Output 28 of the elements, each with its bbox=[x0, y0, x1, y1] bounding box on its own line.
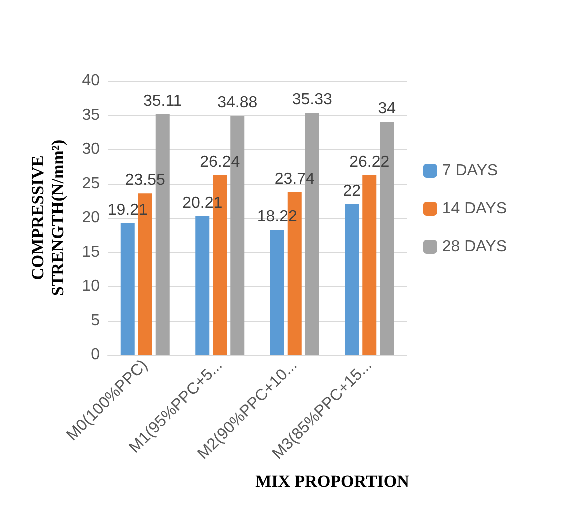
bar bbox=[120, 223, 135, 355]
bar bbox=[196, 216, 210, 355]
data-label: 26.22 bbox=[350, 154, 390, 171]
y-tick-label: 25 bbox=[82, 175, 100, 192]
data-label: 34.88 bbox=[218, 94, 258, 112]
x-axis-title: MIX PROPORTION bbox=[256, 472, 410, 491]
data-label: 23.74 bbox=[274, 170, 315, 188]
legend-label: 7 DAYS bbox=[442, 162, 498, 180]
y-tick-label: 5 bbox=[91, 312, 100, 330]
data-label: 22 bbox=[343, 182, 362, 200]
y-axis-title: COMPRESSIVE STRENGTH(N/mm²) bbox=[28, 140, 68, 296]
y-tick-label: 30 bbox=[82, 141, 100, 158]
data-label: 35.11 bbox=[143, 92, 182, 110]
bar bbox=[362, 175, 377, 355]
bar bbox=[270, 230, 284, 355]
y-tick-label: 15 bbox=[82, 244, 100, 261]
data-label: 23.55 bbox=[125, 172, 166, 190]
data-label: 35.33 bbox=[292, 91, 332, 108]
y-tick-label: 0 bbox=[91, 346, 100, 364]
y-tick-label: 20 bbox=[82, 210, 100, 226]
y-tick-label: 35 bbox=[82, 106, 100, 124]
data-label: 34 bbox=[378, 100, 396, 118]
y-tick-label: 40 bbox=[82, 72, 100, 90]
y-tick-label: 10 bbox=[82, 278, 100, 295]
legend-label: 28 DAYS bbox=[442, 238, 507, 256]
data-label: 26.24 bbox=[200, 154, 240, 171]
bar bbox=[345, 204, 360, 355]
legend-label: 14 DAYS bbox=[442, 200, 507, 218]
